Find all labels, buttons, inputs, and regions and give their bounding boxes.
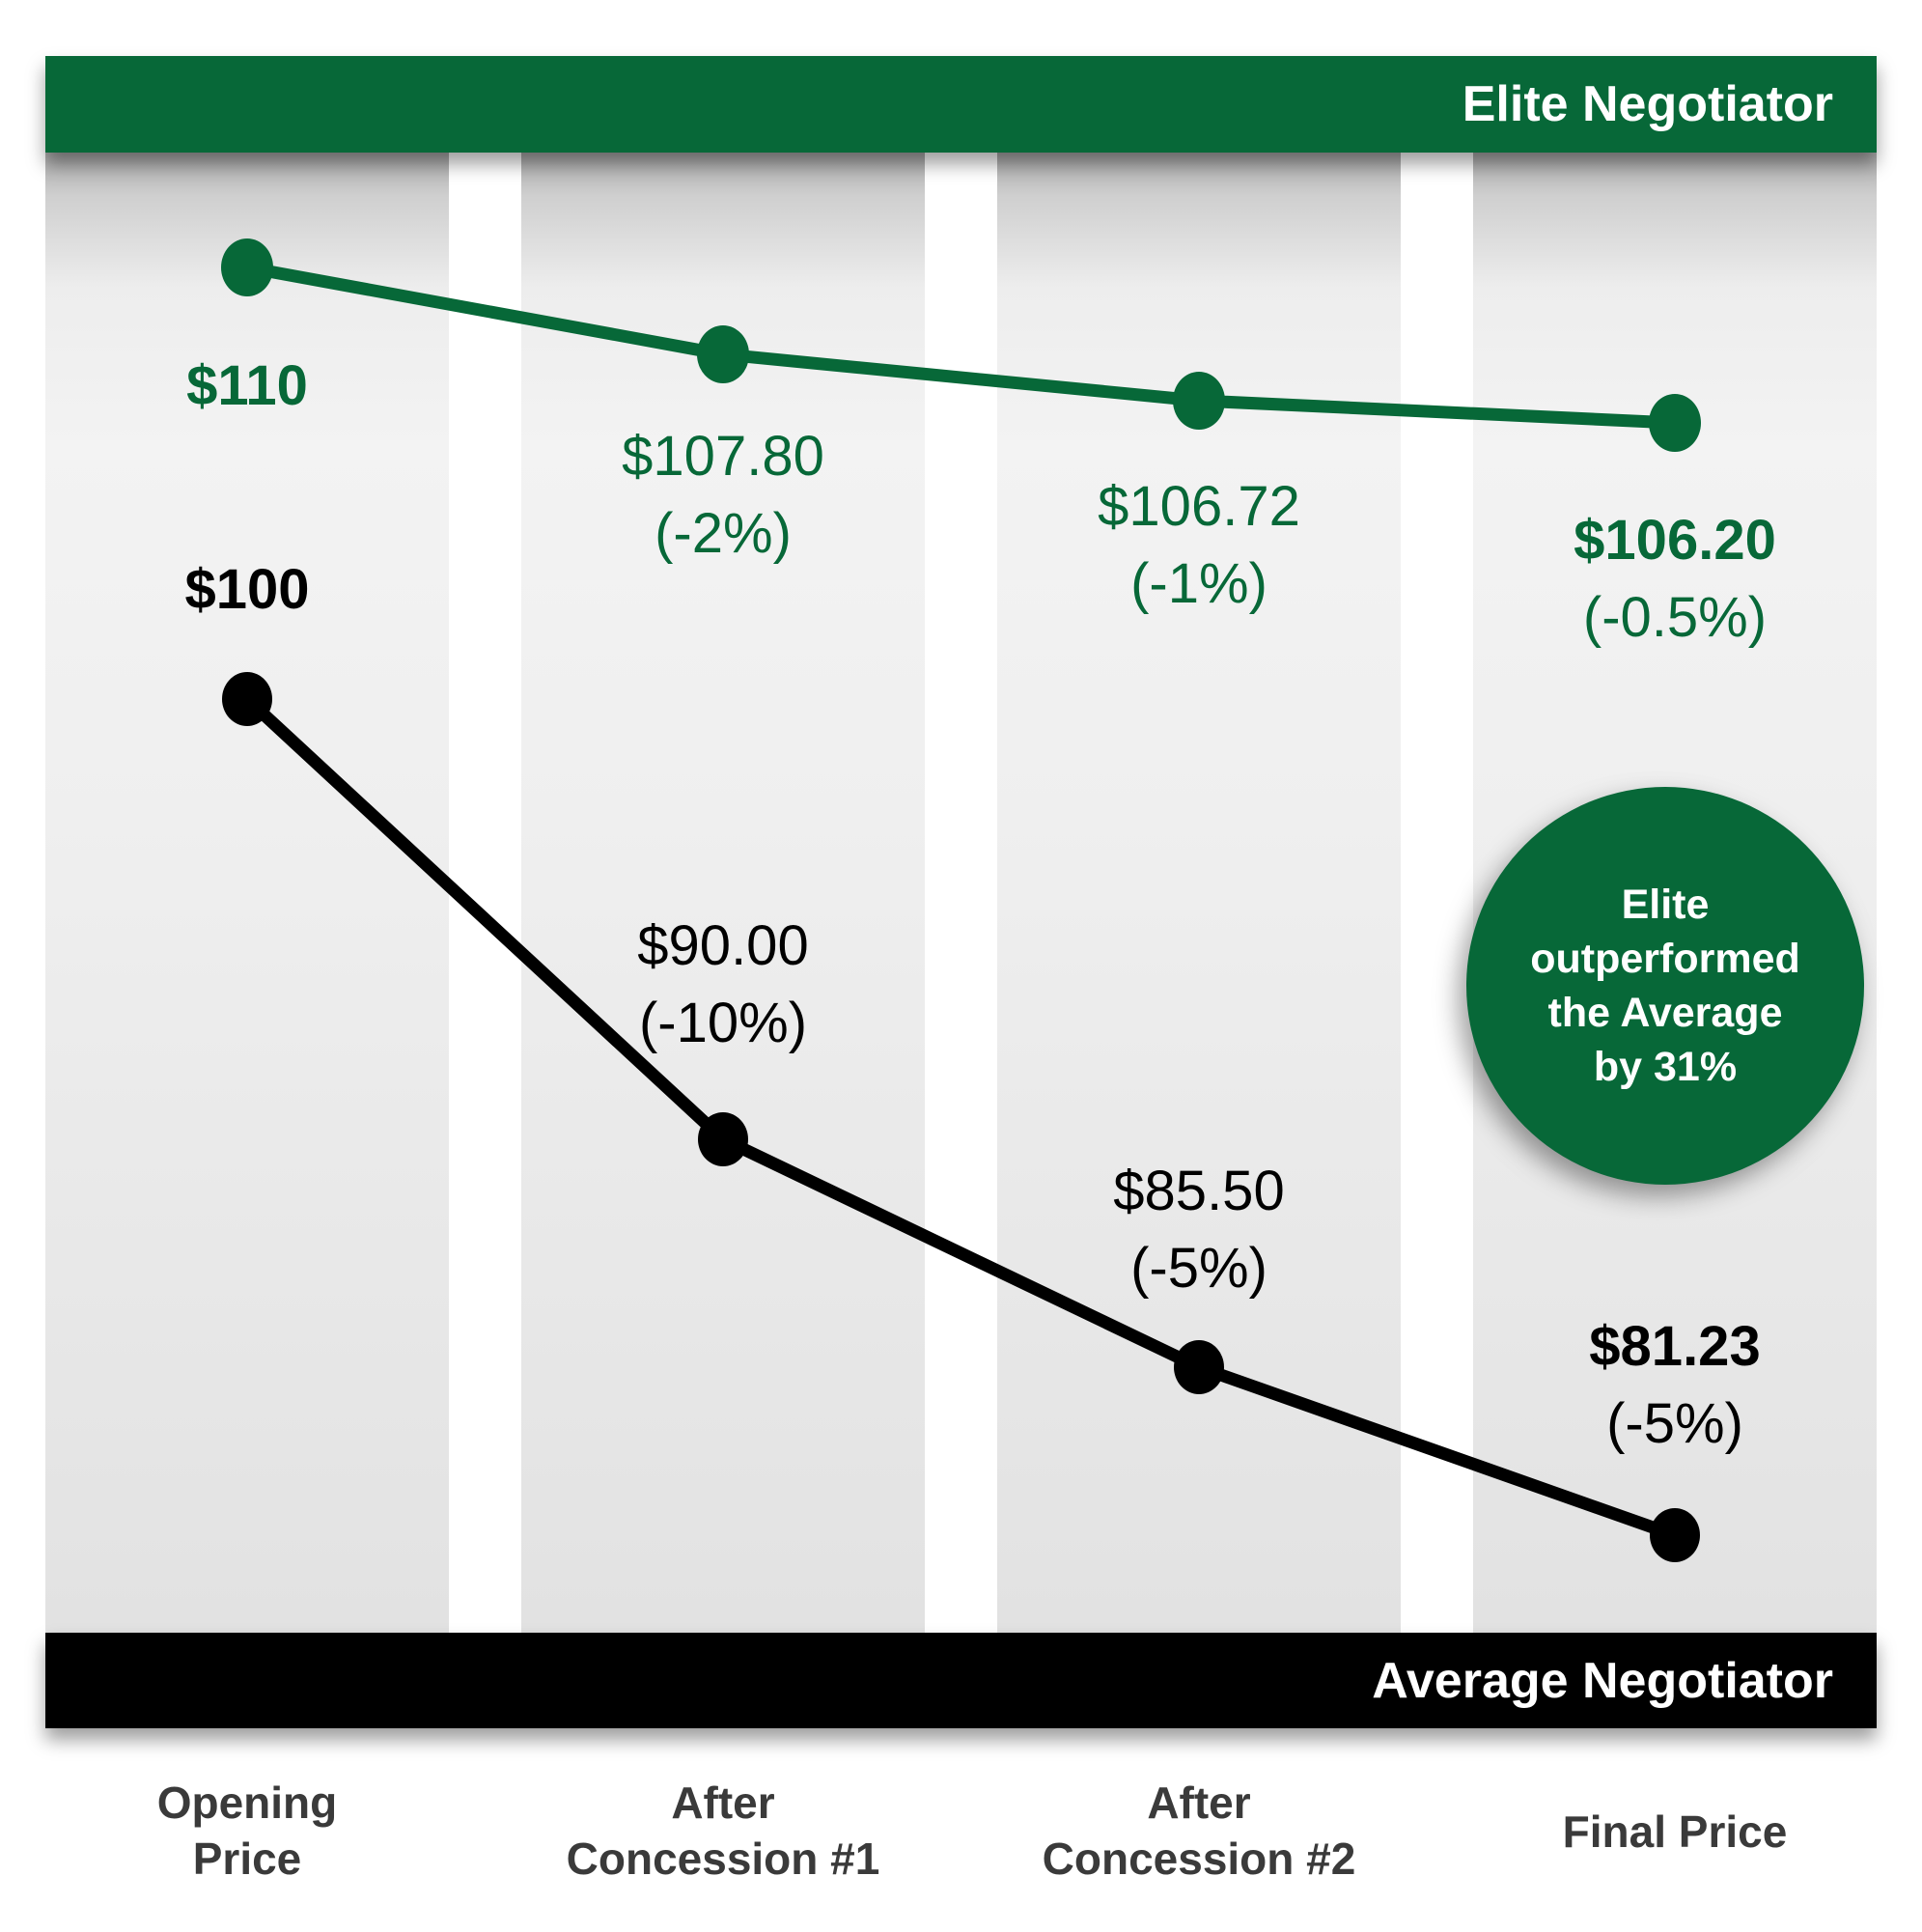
elite-value-opening-price: $110: [186, 354, 308, 417]
badge-line-4: by 31%: [1593, 1044, 1738, 1090]
badge-line-2: outperformed: [1530, 936, 1800, 982]
elite-pct-after-concession-1: (-2%): [655, 502, 792, 565]
average-pct-final-price: (-5%): [1606, 1392, 1743, 1455]
elite-value-after-concession-1: $107.80: [622, 425, 824, 488]
elite-label-final-price: $106.20 (-0.5%): [1424, 502, 1922, 657]
average-label-after-concession-1: $90.00 (-10%): [472, 908, 974, 1062]
highlight-badge: Elite outperformed the Average by 31%: [1466, 787, 1864, 1185]
average-value-after-concession-2: $85.50: [1113, 1160, 1285, 1222]
average-pct-after-concession-1: (-10%): [638, 992, 808, 1054]
average-value-final-price: $81.23: [1589, 1315, 1761, 1378]
axis-label-after-concession-2-line2: Concession #2: [1042, 1834, 1356, 1884]
average-pct-after-concession-2: (-5%): [1130, 1237, 1267, 1300]
axis-label-after-concession-1-line1: After: [671, 1778, 775, 1828]
average-label-opening-price: $100: [0, 551, 498, 629]
badge-line-3: the Average: [1547, 990, 1783, 1036]
elite-label-after-concession-1: $107.80 (-2%): [472, 418, 974, 573]
average-value-opening-price: $100: [184, 558, 310, 621]
average-negotiator-banner: Average Negotiator: [45, 1633, 1877, 1728]
axis-label-after-concession-1-line2: Concession #1: [566, 1834, 880, 1884]
axis-label-final-price: Final Price: [1424, 1804, 1922, 1860]
average-label-final-price: $81.23 (-5%): [1424, 1308, 1922, 1463]
column-band-after-concession-2: [997, 153, 1401, 1633]
elite-value-after-concession-2: $106.72: [1098, 475, 1300, 538]
average-value-after-concession-1: $90.00: [637, 914, 809, 977]
elite-value-final-price: $106.20: [1574, 509, 1776, 572]
axis-label-final-price-line1: Final Price: [1562, 1806, 1788, 1857]
elite-pct-after-concession-2: (-1%): [1130, 552, 1267, 615]
axis-label-after-concession-2-line1: After: [1147, 1778, 1251, 1828]
elite-negotiator-banner: Elite Negotiator: [45, 56, 1877, 153]
axis-label-opening-price-line1: Opening: [156, 1778, 338, 1828]
elite-label-after-concession-2: $106.72 (-1%): [948, 468, 1450, 623]
elite-pct-final-price: (-0.5%): [1582, 586, 1768, 649]
elite-banner-label: Elite Negotiator: [1462, 76, 1833, 132]
column-band-after-concession-1: [521, 153, 925, 1633]
axis-label-after-concession-1: After Concession #1: [472, 1775, 974, 1887]
elite-label-opening-price: $110: [0, 348, 498, 425]
average-label-after-concession-2: $85.50 (-5%): [948, 1153, 1450, 1307]
average-banner-label: Average Negotiator: [1372, 1652, 1833, 1709]
axis-label-opening-price: Opening Price: [0, 1775, 498, 1887]
axis-label-opening-price-line2: Price: [192, 1834, 302, 1884]
badge-line-1: Elite: [1621, 882, 1710, 928]
axis-label-after-concession-2: After Concession #2: [948, 1775, 1450, 1887]
